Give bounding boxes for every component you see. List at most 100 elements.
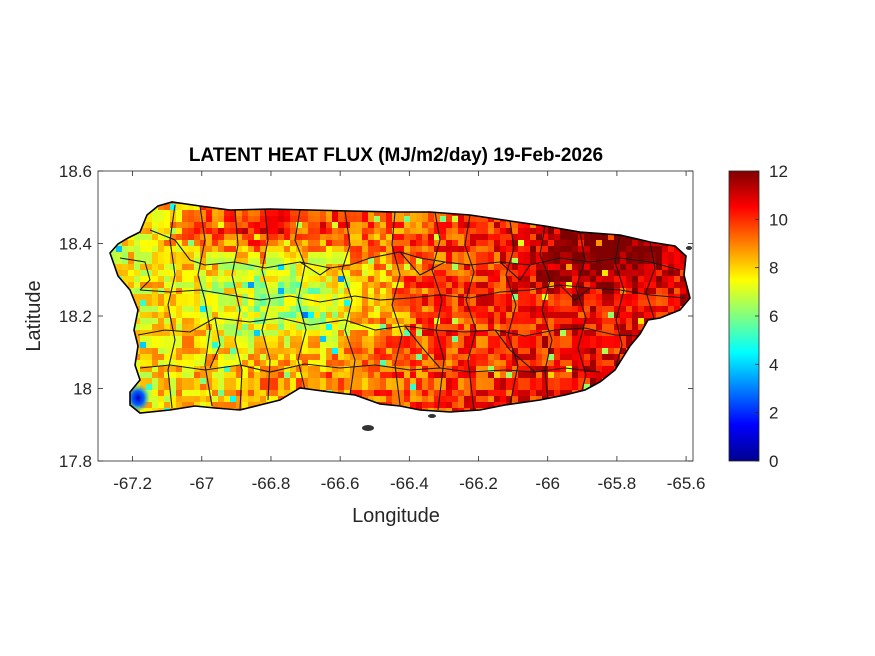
- heat-cell: [536, 282, 543, 289]
- heat-cell: [338, 282, 345, 289]
- heat-cell: [602, 324, 609, 331]
- heat-cell: [578, 378, 585, 385]
- heat-cell: [350, 378, 357, 385]
- heat-cell: [218, 306, 225, 313]
- heat-cell: [188, 372, 195, 379]
- heat-cell: [338, 312, 345, 319]
- heat-cell: [164, 360, 171, 367]
- heat-cell: [524, 306, 531, 313]
- heat-cell: [500, 234, 507, 241]
- heat-cell: [302, 372, 309, 379]
- heat-cell: [536, 270, 543, 277]
- heat-cell: [164, 318, 171, 325]
- heat-cell: [566, 276, 573, 283]
- heat-cell: [296, 270, 303, 277]
- heat-cell: [446, 372, 453, 379]
- heat-cell: [506, 390, 513, 397]
- heat-cell: [266, 228, 273, 235]
- heat-cell: [590, 324, 597, 331]
- heat-cell: [602, 306, 609, 313]
- heat-cell: [566, 330, 573, 337]
- heat-cell: [482, 228, 489, 235]
- heat-cell: [230, 390, 237, 397]
- heat-cell: [446, 282, 453, 289]
- heat-cell: [512, 258, 519, 265]
- heat-cell: [500, 252, 507, 259]
- heat-cell: [572, 282, 579, 289]
- heat-cell: [200, 342, 207, 349]
- heat-cell: [170, 366, 177, 373]
- heat-cell: [302, 312, 309, 319]
- heat-cell: [494, 258, 501, 265]
- heat-cell: [650, 306, 657, 313]
- heat-cell: [482, 366, 489, 373]
- heat-cell: [380, 294, 387, 301]
- heat-cell: [530, 228, 537, 235]
- heat-cell: [572, 288, 579, 295]
- heat-cell: [254, 270, 261, 277]
- heat-cell: [254, 234, 261, 241]
- heat-cell: [362, 264, 369, 271]
- heat-cell: [158, 300, 165, 307]
- heat-cell: [470, 396, 477, 403]
- heat-cell: [140, 378, 147, 385]
- heat-cell: [212, 228, 219, 235]
- heat-cell: [218, 216, 225, 223]
- heat-cell: [350, 324, 357, 331]
- heat-cell: [308, 282, 315, 289]
- heat-cell: [458, 378, 465, 385]
- heat-cell: [440, 252, 447, 259]
- heat-cell: [170, 252, 177, 259]
- heat-cell: [512, 270, 519, 277]
- heat-cell: [164, 246, 171, 253]
- heat-cell: [188, 240, 195, 247]
- heat-cell: [638, 288, 645, 295]
- heat-cell: [506, 324, 513, 331]
- heat-cell: [476, 348, 483, 355]
- heat-cell: [428, 360, 435, 367]
- colorbar-tick-label: 12: [769, 162, 788, 181]
- heat-cell: [470, 360, 477, 367]
- heat-cell: [290, 216, 297, 223]
- heat-cell: [398, 228, 405, 235]
- heat-cell: [188, 300, 195, 307]
- heat-cell: [548, 276, 555, 283]
- heat-cell: [242, 402, 249, 409]
- heat-cell: [296, 234, 303, 241]
- heat-cell: [494, 234, 501, 241]
- heat-cell: [236, 348, 243, 355]
- x-tick-label: -66.4: [390, 474, 429, 493]
- heat-cell: [446, 312, 453, 319]
- heat-cell: [422, 402, 429, 409]
- heat-cell: [404, 294, 411, 301]
- heat-cell: [260, 246, 267, 253]
- heat-cell: [530, 222, 537, 229]
- heat-cell: [476, 336, 483, 343]
- heat-cell: [416, 390, 423, 397]
- heat-cell: [458, 300, 465, 307]
- heat-cell: [164, 252, 171, 259]
- heat-cell: [278, 390, 285, 397]
- heat-cell: [362, 378, 369, 385]
- heat-cell: [344, 300, 351, 307]
- heat-cell: [380, 258, 387, 265]
- heat-cell: [632, 282, 639, 289]
- heat-cell: [236, 300, 243, 307]
- heat-cell: [338, 300, 345, 307]
- heat-cell: [446, 324, 453, 331]
- heat-cell: [356, 288, 363, 295]
- heat-cell: [206, 210, 213, 217]
- heat-cell: [644, 300, 651, 307]
- heat-cell: [494, 300, 501, 307]
- heat-cell: [308, 300, 315, 307]
- heat-cell: [314, 318, 321, 325]
- heat-cell: [560, 234, 567, 241]
- heat-cell: [266, 216, 273, 223]
- heat-cell: [128, 234, 135, 241]
- heat-cell: [224, 246, 231, 253]
- heat-cell: [212, 378, 219, 385]
- heat-cell: [302, 318, 309, 325]
- heat-cell: [560, 330, 567, 337]
- heat-cell: [380, 366, 387, 373]
- heat-cell: [392, 354, 399, 361]
